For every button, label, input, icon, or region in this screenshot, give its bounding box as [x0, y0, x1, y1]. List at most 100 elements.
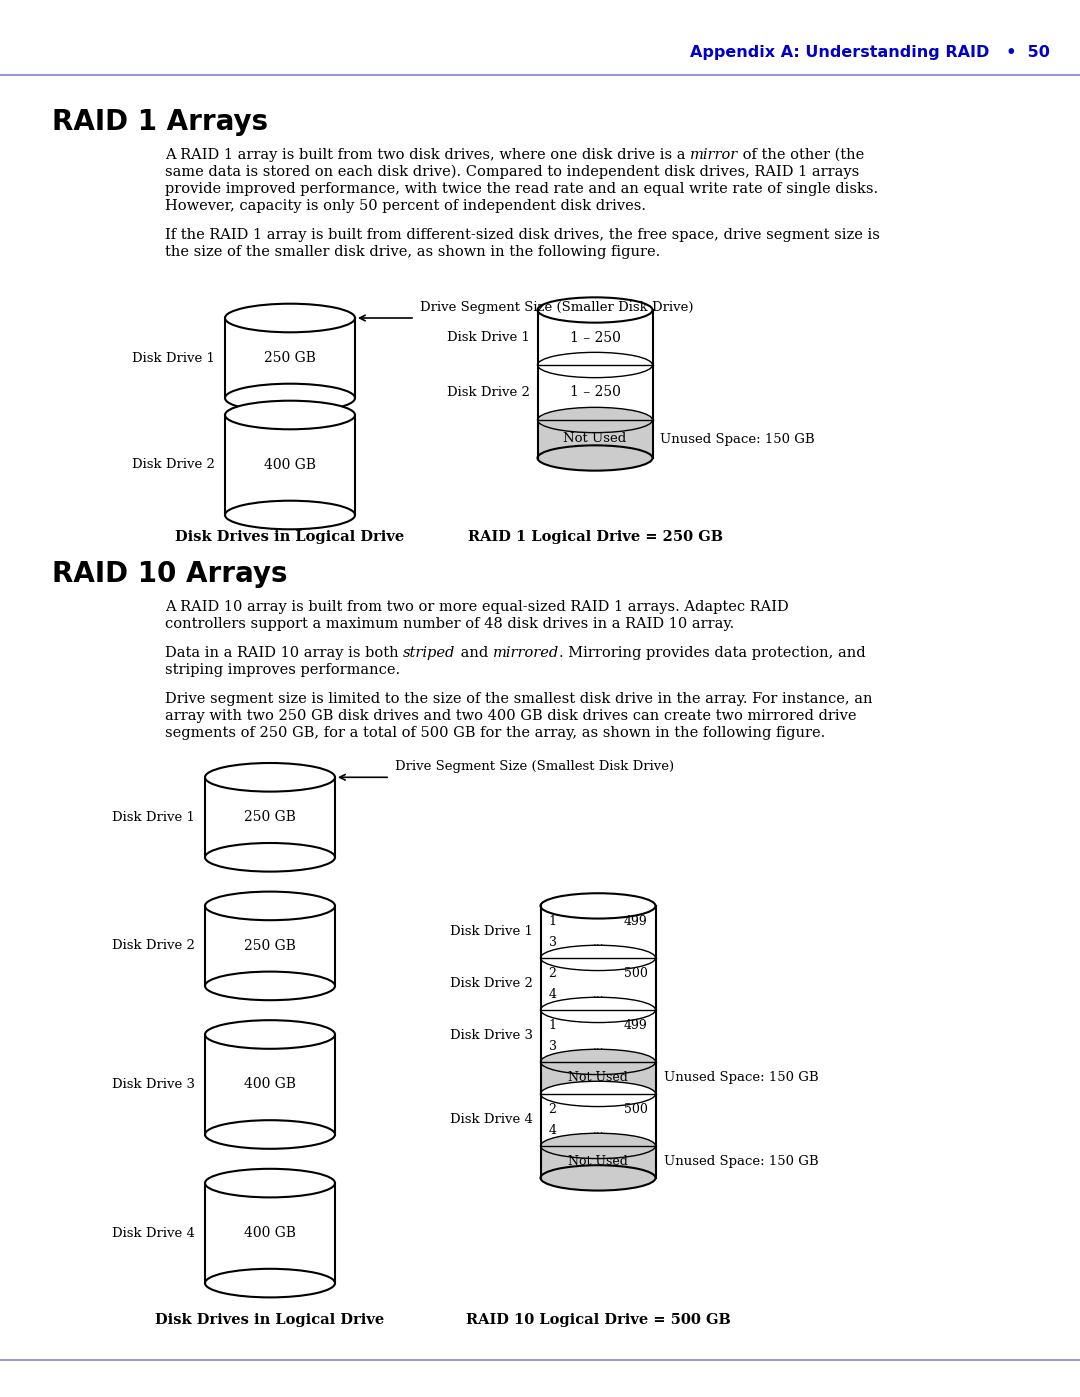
Ellipse shape [540, 946, 656, 971]
Text: 400 GB: 400 GB [244, 1227, 296, 1241]
Text: 3: 3 [549, 1039, 556, 1053]
Text: Disk Drive 1: Disk Drive 1 [112, 810, 195, 824]
Bar [225, 319, 355, 398]
Text: However, capacity is only 50 percent of independent disk drives.: However, capacity is only 50 percent of … [165, 198, 646, 212]
Text: provide improved performance, with twice the read rate and an equal write rate o: provide improved performance, with twice… [165, 182, 878, 196]
Text: segments of 250 GB, for a total of 500 GB for the array, as shown in the followi: segments of 250 GB, for a total of 500 G… [165, 726, 825, 740]
Bar [540, 1146, 656, 1178]
Text: 2: 2 [549, 1104, 556, 1116]
Bar [540, 905, 656, 1178]
Ellipse shape [540, 997, 656, 1023]
Text: 250 GB: 250 GB [265, 351, 316, 365]
Text: Not Used: Not Used [568, 1155, 627, 1168]
Text: Disk Drive 1: Disk Drive 1 [447, 331, 529, 344]
Ellipse shape [540, 893, 656, 919]
Text: Disk Drive 2: Disk Drive 2 [132, 458, 215, 472]
Text: If the RAID 1 array is built from different-sized disk drives, the free space, d: If the RAID 1 array is built from differ… [165, 228, 880, 242]
Text: Disk Drive 4: Disk Drive 4 [449, 1113, 532, 1126]
Ellipse shape [538, 408, 652, 433]
Text: RAID 10 Logical Drive = 500 GB: RAID 10 Logical Drive = 500 GB [465, 1313, 730, 1327]
Ellipse shape [225, 500, 355, 529]
Text: Disk Drive 2: Disk Drive 2 [449, 978, 532, 990]
Text: RAID 1 Arrays: RAID 1 Arrays [52, 108, 268, 136]
Text: mirrored: mirrored [492, 645, 558, 659]
Text: A RAID 10 array is built from two or more equal-sized RAID 1 arrays. Adaptec RAI: A RAID 10 array is built from two or mor… [165, 599, 788, 615]
Text: Appendix A: Understanding RAID   •  50: Appendix A: Understanding RAID • 50 [690, 45, 1050, 60]
Text: striped: striped [403, 645, 456, 659]
Ellipse shape [538, 298, 652, 323]
Text: ...: ... [593, 988, 605, 1000]
Ellipse shape [225, 303, 355, 332]
Text: 499: 499 [624, 915, 648, 928]
Text: Unused Space: 150 GB: Unused Space: 150 GB [663, 1155, 819, 1168]
Text: Disk Drive 3: Disk Drive 3 [449, 1030, 532, 1042]
Text: 1: 1 [549, 1018, 556, 1032]
Text: the size of the smaller disk drive, as shown in the following figure.: the size of the smaller disk drive, as s… [165, 244, 660, 258]
Bar [540, 1062, 656, 1094]
Bar [538, 310, 652, 458]
Ellipse shape [205, 1268, 335, 1298]
Ellipse shape [205, 891, 335, 921]
Text: and: and [456, 645, 492, 659]
Text: Disk Drive 1: Disk Drive 1 [132, 352, 215, 365]
Ellipse shape [205, 763, 335, 792]
Text: ...: ... [593, 1039, 605, 1053]
Text: ...: ... [593, 936, 605, 949]
Ellipse shape [540, 1165, 656, 1190]
Text: Disk Drive 2: Disk Drive 2 [447, 386, 529, 400]
Ellipse shape [540, 1081, 656, 1106]
Text: 4: 4 [549, 988, 556, 1000]
Ellipse shape [205, 971, 335, 1000]
Bar [205, 905, 335, 986]
Ellipse shape [540, 1133, 656, 1158]
Text: RAID 1 Logical Drive = 250 GB: RAID 1 Logical Drive = 250 GB [468, 529, 723, 543]
Text: Not Used: Not Used [564, 433, 626, 446]
Text: A RAID 1 array is built from two disk drives, where one disk drive is a: A RAID 1 array is built from two disk dr… [165, 148, 690, 162]
Ellipse shape [205, 1020, 335, 1049]
Ellipse shape [205, 1120, 335, 1148]
Bar [225, 415, 355, 515]
Text: 400 GB: 400 GB [264, 458, 316, 472]
Bar [205, 1183, 335, 1282]
Ellipse shape [205, 842, 335, 872]
Text: 250 GB: 250 GB [244, 810, 296, 824]
Text: Disk Drive 3: Disk Drive 3 [112, 1078, 195, 1091]
Text: Disk Drive 4: Disk Drive 4 [112, 1227, 195, 1239]
Text: Disk Drive 2: Disk Drive 2 [112, 939, 195, 953]
Text: . Mirroring provides data protection, and: . Mirroring provides data protection, an… [558, 645, 865, 659]
Ellipse shape [538, 352, 652, 377]
Text: RAID 10 Arrays: RAID 10 Arrays [52, 560, 287, 588]
Text: 500: 500 [623, 1104, 648, 1116]
Bar [205, 1035, 335, 1134]
Text: Data in a RAID 10 array is both: Data in a RAID 10 array is both [165, 645, 403, 659]
Text: Unused Space: 150 GB: Unused Space: 150 GB [663, 1071, 819, 1084]
Text: 2: 2 [549, 967, 556, 981]
Text: Unused Space: 150 GB: Unused Space: 150 GB [661, 433, 815, 446]
Ellipse shape [538, 446, 652, 471]
Text: Not Used: Not Used [568, 1071, 627, 1084]
Text: 1 – 250: 1 – 250 [569, 386, 620, 400]
Text: array with two 250 GB disk drives and two 400 GB disk drives can create two mirr: array with two 250 GB disk drives and tw… [165, 710, 856, 724]
Text: 3: 3 [549, 936, 556, 949]
Text: 1 – 250: 1 – 250 [569, 331, 620, 345]
Ellipse shape [225, 401, 355, 429]
Text: Drive segment size is limited to the size of the smallest disk drive in the arra: Drive segment size is limited to the siz… [165, 692, 873, 705]
Text: 400 GB: 400 GB [244, 1077, 296, 1091]
Text: Disk Drives in Logical Drive: Disk Drives in Logical Drive [156, 1313, 384, 1327]
Ellipse shape [540, 1049, 656, 1074]
Bar [205, 777, 335, 858]
Text: striping improves performance.: striping improves performance. [165, 664, 400, 678]
Text: 250 GB: 250 GB [244, 939, 296, 953]
Bar [538, 420, 652, 458]
Text: same data is stored on each disk drive). Compared to independent disk drives, RA: same data is stored on each disk drive).… [165, 165, 860, 179]
Text: 4: 4 [549, 1123, 556, 1137]
Text: Disk Drives in Logical Drive: Disk Drives in Logical Drive [175, 529, 405, 543]
Text: ...: ... [593, 1123, 605, 1137]
Ellipse shape [205, 1169, 335, 1197]
Text: Disk Drive 1: Disk Drive 1 [449, 925, 532, 939]
Text: 1: 1 [549, 915, 556, 928]
Ellipse shape [225, 384, 355, 412]
Text: Drive Segment Size (Smaller Disk Drive): Drive Segment Size (Smaller Disk Drive) [420, 300, 693, 314]
Text: controllers support a maximum number of 48 disk drives in a RAID 10 array.: controllers support a maximum number of … [165, 617, 734, 631]
Text: mirror: mirror [690, 148, 739, 162]
